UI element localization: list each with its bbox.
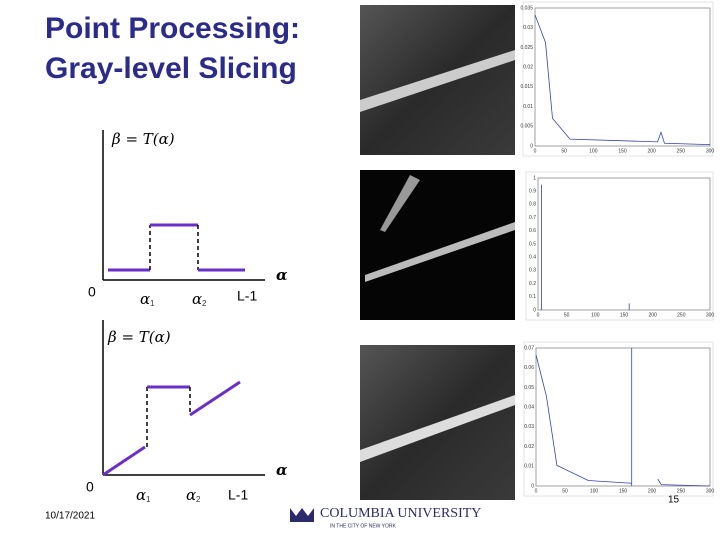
y-tick-label: 0.2 — [529, 281, 536, 287]
plot-border — [522, 1, 714, 157]
end-label: L-1 — [228, 487, 248, 503]
formula: β = T(α) — [111, 130, 175, 148]
y-tick-label: 0.025 — [520, 45, 533, 51]
logo-subtext: IN THE CITY OF NEW YORK — [330, 523, 397, 529]
transfer-line — [189, 380, 241, 417]
y-tick-label: 0.005 — [520, 124, 533, 130]
title-line: Gray-level Slicing — [45, 52, 297, 85]
page-number: 15 — [668, 495, 680, 506]
histogram-curve — [541, 184, 630, 310]
plot-border — [523, 341, 714, 497]
plot-frame — [537, 177, 711, 311]
y-tick-label: 0.03 — [524, 424, 534, 430]
photo — [360, 170, 515, 320]
y-tick-label: 1 — [533, 175, 536, 181]
y-tick-label: 0 — [531, 483, 534, 489]
x-tick-label: 100 — [589, 148, 598, 154]
histogram-curve — [534, 14, 711, 146]
plot-frame — [535, 347, 711, 487]
y-tick-label: 0.07 — [524, 345, 534, 351]
y-tick-label: 0.05 — [524, 385, 534, 391]
y-tick-label: 0.8 — [529, 202, 536, 208]
y-tick-label: 0.7 — [529, 215, 536, 221]
alpha-label: α — [140, 290, 150, 308]
x-tick-label: 300 — [706, 148, 715, 154]
y-tick-label: 0.1 — [529, 294, 536, 300]
x-tick-label: 150 — [618, 148, 627, 154]
y-tick-label: 0.02 — [523, 64, 533, 70]
x-tick-label: 200 — [648, 312, 657, 318]
end-label: L-1 — [237, 288, 257, 304]
x-tick-label: 200 — [648, 488, 657, 494]
y-tick-label: 0.02 — [524, 444, 534, 450]
photo-stripe — [380, 175, 420, 232]
formula: β = T(α) — [107, 328, 171, 346]
x-tick-label: 0 — [534, 148, 537, 154]
x-tick-label: 0 — [537, 312, 540, 318]
diagram: β = T(α) 0 α 1 α 2 L-1 α — [86, 320, 288, 504]
logo-text: COLUMBIA UNIVERSITY — [320, 506, 481, 521]
plot-border — [525, 171, 714, 321]
y-tick-label: 0.9 — [529, 189, 536, 195]
y-tick-label: 0 — [530, 143, 533, 149]
x-tick-label: 300 — [706, 312, 715, 318]
origin-label: 0 — [86, 479, 94, 495]
x-tick-label: 100 — [591, 312, 600, 318]
alpha-label: α — [136, 486, 146, 504]
subscript: 2 — [196, 495, 201, 504]
photo-bg — [360, 170, 515, 320]
y-tick-label: 0.035 — [520, 5, 533, 11]
x-tick-label: 200 — [647, 148, 656, 154]
y-tick-label: 0 — [533, 307, 536, 313]
subscript: 2 — [202, 299, 207, 308]
subscript: 1 — [146, 495, 151, 504]
y-tick-label: 0.04 — [524, 404, 534, 410]
photo-stripe — [365, 222, 515, 282]
axis-label: α — [276, 461, 288, 479]
diagram: β = T(α) 0 α 1 α 2 L-1 α — [88, 130, 288, 308]
y-tick-label: 0.03 — [523, 25, 533, 31]
alpha-label: α — [192, 290, 202, 308]
histogram-curve — [535, 348, 711, 487]
y-tick-label: 0.01 — [524, 464, 534, 470]
x-tick-label: 50 — [564, 312, 570, 318]
footer-date: 10/17/2021 — [45, 511, 95, 522]
alpha-label: α — [186, 486, 196, 504]
y-tick-label: 0.015 — [520, 84, 533, 90]
y-tick-label: 0.5 — [529, 241, 536, 247]
x-tick-label: 150 — [619, 488, 628, 494]
title-line: Point Processing: — [45, 12, 300, 45]
transfer-line — [102, 445, 146, 477]
photo-stripe — [360, 395, 515, 462]
origin-label: 0 — [88, 284, 96, 300]
x-tick-label: 0 — [535, 488, 538, 494]
axis-label: α — [276, 266, 288, 284]
x-tick-label: 50 — [561, 148, 567, 154]
logo-crown — [290, 508, 314, 522]
plot-frame — [534, 7, 711, 147]
photo-stripe — [360, 50, 515, 112]
x-tick-label: 50 — [562, 488, 568, 494]
x-tick-label: 250 — [677, 148, 686, 154]
y-tick-label: 0.01 — [523, 104, 533, 110]
x-tick-label: 300 — [706, 488, 715, 494]
y-tick-label: 0.4 — [529, 255, 536, 261]
x-tick-label: 150 — [620, 312, 629, 318]
x-tick-label: 100 — [590, 488, 599, 494]
photo — [360, 345, 515, 500]
subscript: 1 — [150, 299, 155, 308]
y-tick-label: 0.3 — [529, 268, 536, 274]
y-tick-label: 0.6 — [529, 228, 536, 234]
x-tick-label: 250 — [677, 312, 686, 318]
x-tick-label: 250 — [677, 488, 686, 494]
photo — [360, 5, 515, 155]
y-tick-label: 0.06 — [524, 365, 534, 371]
